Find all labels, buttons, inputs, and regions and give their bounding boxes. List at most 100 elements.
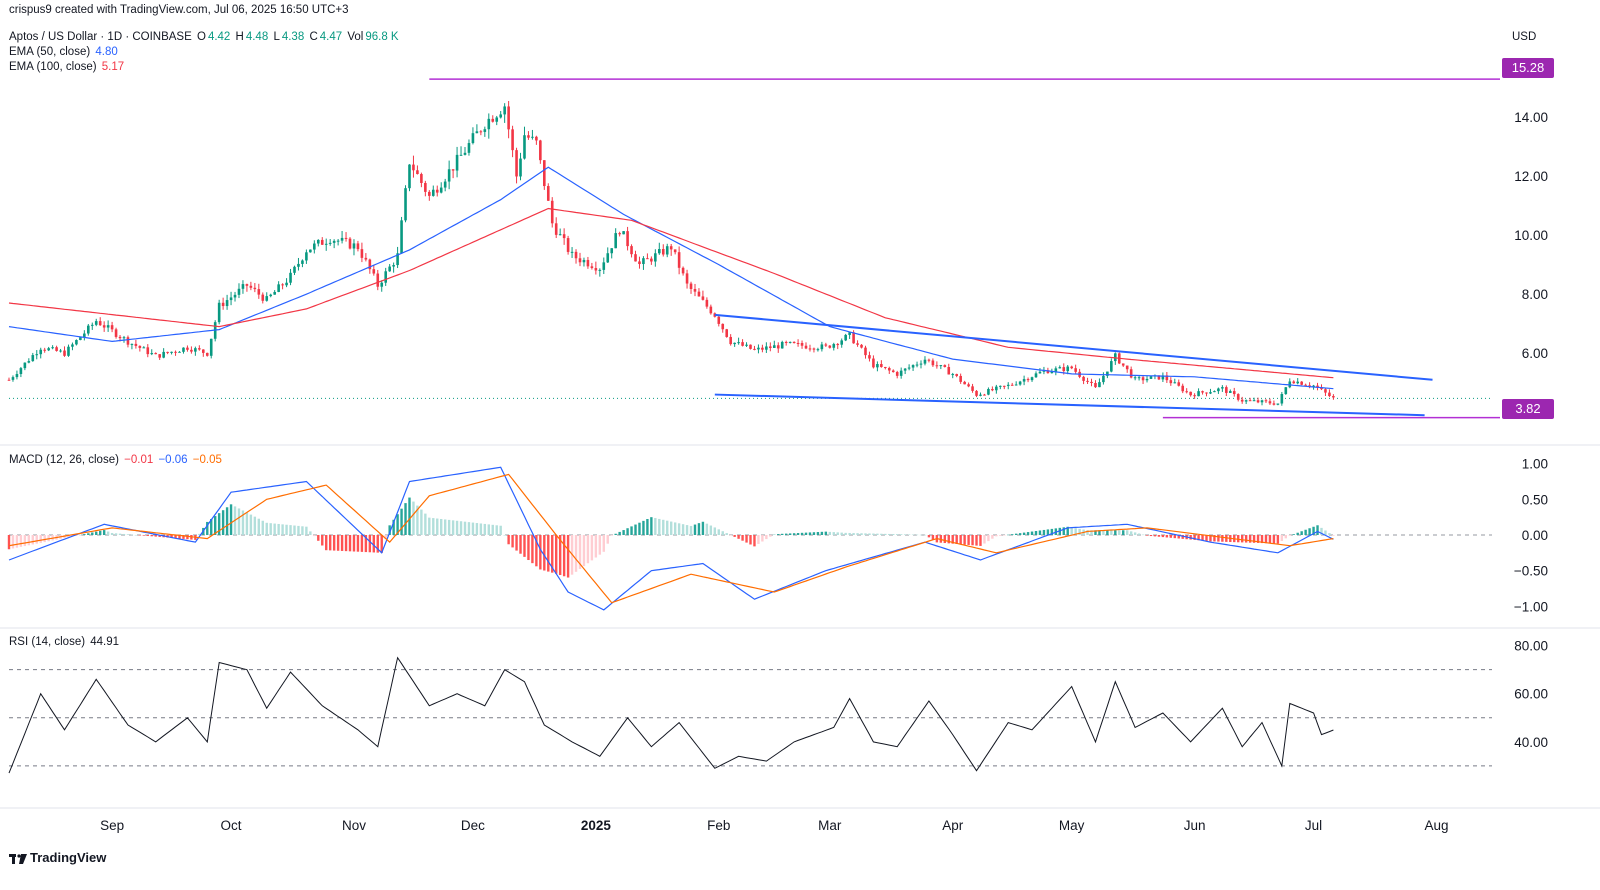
candle-body xyxy=(864,347,867,356)
candle-body xyxy=(1034,373,1038,378)
macd-histogram-bar xyxy=(217,513,221,535)
macd-histogram-bar xyxy=(130,534,134,536)
macd-histogram-bar xyxy=(729,535,732,536)
candle-body xyxy=(995,386,998,391)
candle-body xyxy=(178,351,181,353)
candle-body xyxy=(947,367,951,375)
candle-body xyxy=(356,243,360,250)
macd-histogram-bar xyxy=(1125,530,1129,535)
macd-histogram-bar xyxy=(836,532,839,535)
ema100-legend[interactable]: EMA (100, close) 5.17 xyxy=(9,61,126,73)
macd-histogram-bar xyxy=(543,535,546,571)
macd-histogram-bar xyxy=(1011,534,1014,535)
tradingview-footer[interactable]: TradingView xyxy=(9,850,106,865)
macd-histogram-bar xyxy=(352,535,356,552)
macd-histogram-bar xyxy=(245,512,249,535)
symbol-legend: Aptos / US Dollar · 1D · COINBASE O 4.42 … xyxy=(9,31,401,43)
candle-body xyxy=(915,364,919,366)
candle-body xyxy=(11,377,15,380)
time-tick-label: Mar xyxy=(818,818,842,833)
lower-level-price-tag: 3.82 xyxy=(1502,399,1554,419)
candle-body xyxy=(1181,385,1185,392)
candle-body xyxy=(1260,400,1264,403)
macd-legend[interactable]: MACD (12, 26, close) −0.01 −0.06 −0.05 xyxy=(9,454,224,466)
macd-histogram-bar xyxy=(1280,535,1284,541)
candle-body xyxy=(1014,384,1018,386)
currency-label[interactable]: USD xyxy=(1512,31,1537,43)
macd-histogram-bar xyxy=(983,535,986,544)
candle-body xyxy=(289,272,292,283)
macd-histogram-bar xyxy=(907,534,911,535)
candle-body xyxy=(741,342,744,346)
macd-histogram-bar xyxy=(654,518,657,535)
macd-histogram-bar xyxy=(1018,533,1022,535)
macd-histogram-bar xyxy=(888,533,891,535)
candle-body xyxy=(642,258,645,265)
macd-histogram-bar xyxy=(87,533,90,535)
candle-body xyxy=(344,237,348,239)
macd-histogram-bar xyxy=(650,517,653,535)
macd-signal-value: −0.05 xyxy=(192,454,222,466)
macd-histogram-bar xyxy=(773,534,776,535)
macd-histogram-bar xyxy=(443,519,447,535)
macd-histogram-bar xyxy=(154,535,157,537)
candle-body xyxy=(360,249,364,258)
candle-body xyxy=(1296,381,1300,384)
candle-body xyxy=(765,346,768,350)
rsi-series xyxy=(8,656,1334,774)
macd-histogram-bar xyxy=(269,523,272,535)
candle-body xyxy=(396,253,399,266)
trend-lines[interactable] xyxy=(714,313,1433,417)
macd-histogram-bar xyxy=(1292,534,1295,535)
candle-body xyxy=(158,354,161,358)
macd-histogram-bar xyxy=(1276,535,1280,544)
macd-histogram-bar xyxy=(951,535,954,544)
macd-histogram-bar xyxy=(1205,535,1208,541)
macd-histogram-bar xyxy=(1050,528,1054,535)
price-tick-label: 8.00 xyxy=(1522,287,1548,302)
macd-histogram-bar xyxy=(899,534,903,535)
candle-body xyxy=(332,240,336,243)
price-axis[interactable]: 14.00 12.00 10.00 8.00 6.00 1.00 0.50 0.00 −0.50… xyxy=(1514,110,1548,750)
candle-body xyxy=(467,143,471,153)
ema50-legend[interactable]: EMA (50, close) 4.80 xyxy=(9,46,120,58)
candle-body xyxy=(75,340,78,345)
rsi-legend[interactable]: RSI (14, close) 44.91 xyxy=(9,636,121,648)
macd-histogram-bar xyxy=(547,535,550,572)
macd-histogram-bar xyxy=(174,535,177,539)
candle-body xyxy=(186,347,189,350)
macd-histogram-bar xyxy=(1062,527,1065,535)
macd-histogram-bar xyxy=(432,518,435,535)
macd-histogram-bar xyxy=(915,534,919,536)
macd-histogram-bar xyxy=(856,533,859,535)
candle-body xyxy=(1090,381,1093,383)
price-tick-label: 12.00 xyxy=(1514,169,1548,184)
macd-signal-line xyxy=(8,473,1334,604)
macd-histogram-bar xyxy=(487,524,490,535)
candle-body xyxy=(582,259,586,263)
macd-histogram-bar xyxy=(503,535,506,536)
candle-body xyxy=(562,234,566,239)
candle-body xyxy=(1308,385,1311,387)
candle-body xyxy=(1300,381,1303,385)
candle-body xyxy=(316,239,320,244)
candle-body xyxy=(443,181,447,188)
time-axis[interactable]: Sep Oct Nov Dec 2025 Feb Mar Apr May Jun Jul Aug xyxy=(100,818,1448,833)
macd-histogram-bar xyxy=(392,519,395,535)
open-label: O xyxy=(196,31,206,43)
macd-histogram-bar xyxy=(911,534,915,536)
macd-histogram-bar xyxy=(479,523,483,535)
candle-body xyxy=(320,239,324,245)
horizontal-levels[interactable] xyxy=(429,78,1500,419)
candle-body xyxy=(1213,391,1216,393)
candle-body xyxy=(118,336,122,339)
close-value: 4.47 xyxy=(319,31,343,43)
tradingview-logo-icon xyxy=(9,853,27,864)
macd-histogram-bar xyxy=(602,535,605,552)
macd-histogram-bar xyxy=(610,535,613,536)
macd-histogram-bar xyxy=(428,517,431,535)
candle-body xyxy=(428,191,431,196)
candle-body xyxy=(745,344,748,346)
macd-histogram-bar xyxy=(237,508,241,535)
